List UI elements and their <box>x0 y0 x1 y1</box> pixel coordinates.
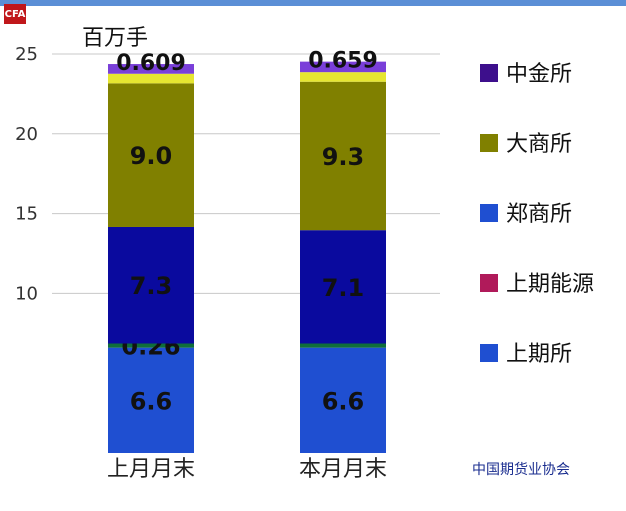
legend-swatch <box>480 204 498 222</box>
legend-swatch <box>480 64 498 82</box>
data-label: 0.659 <box>308 49 378 74</box>
cfa-logo: CFA <box>4 4 26 24</box>
data-label: 6.6 <box>130 387 173 415</box>
legend-swatch <box>480 344 498 362</box>
data-label: 7.3 <box>130 272 173 300</box>
bar-segment <box>300 347 386 453</box>
bar-segment <box>300 81 386 231</box>
bar-segment <box>108 343 194 348</box>
legend-label: 上期能源 <box>506 272 594 297</box>
bar-segment <box>300 72 386 82</box>
legend-label: 大商所 <box>506 132 572 157</box>
legend-swatch <box>480 274 498 292</box>
source-label: 中国期货业协会 <box>472 462 570 478</box>
x-tick-label: 本月月末 <box>299 457 387 482</box>
y-tick-label: 25 <box>15 44 38 65</box>
data-label: 9.0 <box>130 142 173 170</box>
data-label: 0.609 <box>116 51 186 76</box>
data-label: 7.1 <box>322 274 365 302</box>
legend-swatch <box>480 134 498 152</box>
bar-segment <box>300 61 386 73</box>
y-tick-label: 10 <box>15 283 38 304</box>
bar-segment <box>108 83 194 227</box>
data-label: 9.3 <box>322 143 365 171</box>
bar-segment <box>300 343 386 348</box>
y-tick-label: 15 <box>15 204 38 225</box>
bar-segment <box>108 226 194 344</box>
x-tick-label: 上月月末 <box>107 457 195 482</box>
legend-label: 郑商所 <box>506 202 572 227</box>
bar-segment <box>108 73 194 84</box>
legend-label: 中金所 <box>506 62 572 87</box>
y-tick-label: 20 <box>15 124 38 145</box>
bar-segment <box>108 347 194 453</box>
bar-segment <box>108 64 194 74</box>
bar-segment <box>300 230 386 344</box>
unit-label: 百万手 <box>82 26 149 51</box>
data-label: 6.6 <box>322 387 365 415</box>
legend-label: 上期所 <box>506 342 572 367</box>
top-band <box>0 0 626 6</box>
